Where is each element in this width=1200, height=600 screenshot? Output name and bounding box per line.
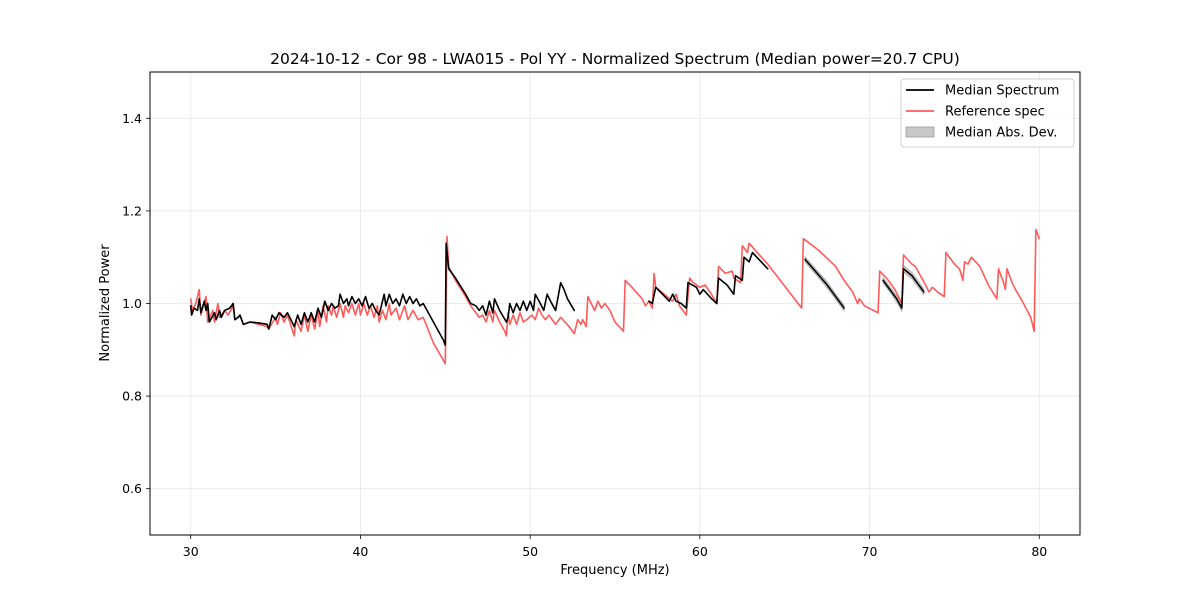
legend-label: Reference spec [945,105,1045,120]
x-tick-label: 30 [183,544,199,559]
y-tick-label: 1.0 [122,296,142,311]
median-spectrum-line [804,258,845,309]
y-tick-label: 1.4 [122,111,142,126]
x-tick-label: 60 [692,544,708,559]
x-tick-label: 40 [352,544,368,559]
y-tick-label: 0.6 [122,481,142,496]
legend: Median Spectrum Reference spec Median Abs.… [900,78,1075,148]
y-axis-label: Normalized Power [98,244,113,362]
median-spectrum-line [882,267,925,309]
median-spectrum-line [189,242,576,346]
legend-label: Median Spectrum [945,84,1059,99]
legend-swatch [905,126,935,138]
legend-label: Median Abs. Dev. [945,126,1057,141]
chart-title: 2024-10-12 - Cor 98 - LWA015 - Pol YY - … [270,50,960,68]
median-spectrum-line [648,251,769,309]
legend-box [900,78,1075,148]
x-tick-label: 70 [862,544,878,559]
x-tick-label: 80 [1031,544,1047,559]
x-axis-label: Frequency (MHz) [560,563,669,578]
y-tick-label: 0.8 [122,389,142,404]
x-tick-label: 50 [522,544,538,559]
y-tick-label: 1.2 [122,203,142,218]
series-layer [189,228,1041,365]
reference-spec-line [189,228,1041,365]
axis-ticks: 30 40 50 60 70 80 0.6 0.8 1.0 1.2 1.4 [122,111,1047,559]
legend-entries: Median Spectrum Reference spec Median Abs.… [905,84,1059,141]
